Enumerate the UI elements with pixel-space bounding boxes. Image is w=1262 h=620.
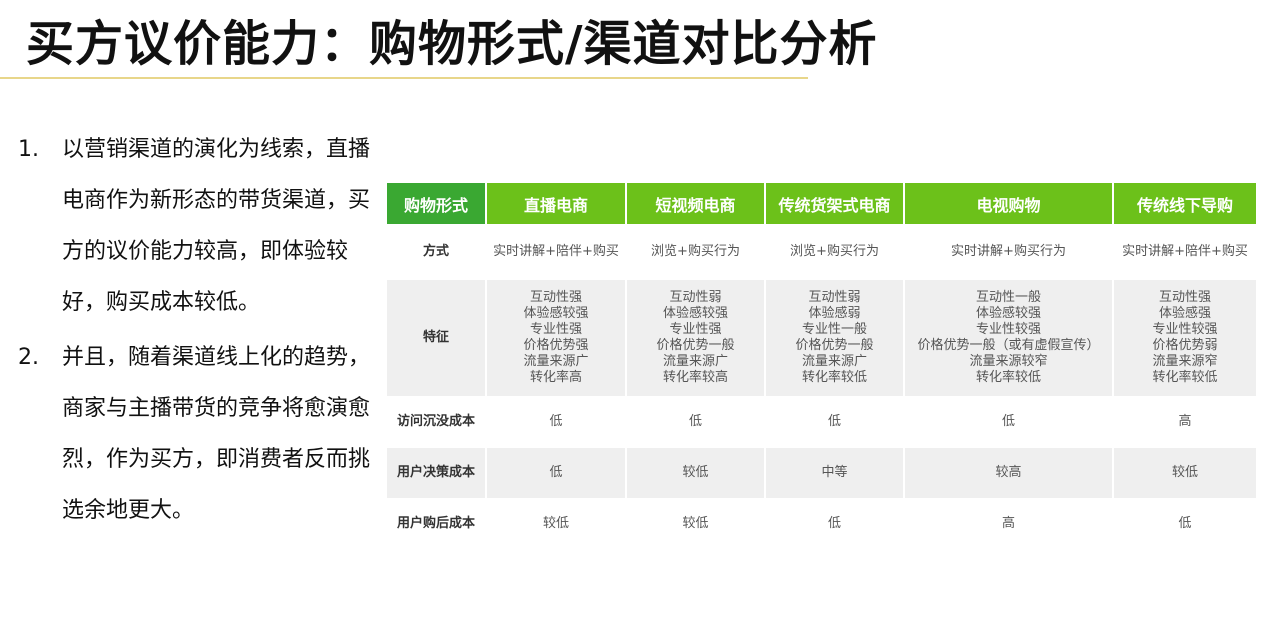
table-row: 特征 互动性强 体验感较强 专业性强 价格优势强 流量来源广 转化率高 互动性弱 体验感较强 专业… [387,280,1258,396]
table-cell: 实时讲解+陪伴+购买 [486,224,627,280]
column-header: 电视购物 [904,183,1114,224]
cell-line: 转化率较低 [1152,370,1218,385]
cell-line: 转化率高 [529,370,582,385]
list-item: 1. 以营销渠道的演化为线索，直播电商作为新形态的带货渠道，买方的议价能力较高，即… [18,124,378,328]
comparison-table: 购物形式 直播电商 短视频电商 传统货架式电商 电视购物 传统线下导购 方式 实时讲解+陪伴… [387,183,1258,550]
table-cell: 低 [626,396,766,448]
table-cell: 浏览+购买行为 [765,224,905,280]
cell-line: 互动性一般 [975,290,1041,305]
table-cell: 互动性一般 体验感较强 专业性较强 价格优势一般（或有虚假宣传） 流量来源较窄 转化率较低 [904,280,1114,396]
cell-line: 转化率较低 [975,370,1041,385]
cell-line: 体验感较强 [975,306,1041,321]
cell-line: 互动性强 [529,290,582,305]
column-header: 传统货架式电商 [765,183,905,224]
page-title: 买方议价能力：购物形式/渠道对比分析 [26,16,878,72]
list-text: 并且，随着渠道线上化的趋势，商家与主播带货的竞争将愈演愈烈，作为买方，即消费者反… [62,345,371,523]
cell-line: 互动性弱 [669,290,722,305]
table-header-row: 购物形式 直播电商 短视频电商 传统货架式电商 电视购物 传统线下导购 [387,183,1258,224]
cell-line: 专业性强 [529,322,582,337]
table-cell: 高 [1113,396,1258,448]
row-header: 用户购后成本 [387,498,487,550]
cell-line: 转化率较高 [662,370,728,385]
row-header: 用户决策成本 [387,448,487,498]
table-cell: 中等 [765,448,905,498]
cell-line: 流量来源广 [801,354,867,369]
table-cell: 互动性强 体验感强 专业性较强 价格优势弱 流量来源窄 转化率较低 [1113,280,1258,396]
table-cell: 低 [765,396,905,448]
table-cell: 实时讲解+购买行为 [904,224,1114,280]
table-cell: 低 [904,396,1114,448]
table-cell: 低 [765,498,905,550]
table-cell: 低 [486,396,627,448]
row-header: 方式 [387,224,487,280]
row-header: 特征 [387,280,487,396]
cell-line: 流量来源较窄 [969,354,1048,369]
table-cell: 较低 [626,448,766,498]
cell-line: 转化率较低 [801,370,867,385]
column-header: 直播电商 [486,183,627,224]
table-cell: 较低 [486,498,627,550]
cell-line: 价格优势一般 [795,338,874,353]
cell-line: 流量来源窄 [1152,354,1218,369]
title-divider [0,77,808,79]
bullet-list: 1. 以营销渠道的演化为线索，直播电商作为新形态的带货渠道，买方的议价能力较高，即… [18,124,378,540]
cell-line: 专业性强 [669,322,722,337]
table-cell: 实时讲解+陪伴+购买 [1113,224,1258,280]
cell-line: 互动性弱 [808,290,861,305]
table-cell: 较高 [904,448,1114,498]
list-number: 2. [18,345,39,370]
cell-line: 专业性较强 [975,322,1041,337]
cell-line: 流量来源广 [523,354,589,369]
table-cell: 较低 [626,498,766,550]
cell-line: 体验感强 [1158,306,1211,321]
cell-line: 专业性较强 [1152,322,1218,337]
cell-line: 体验感较强 [523,306,589,321]
table-row: 方式 实时讲解+陪伴+购买 浏览+购买行为 浏览+购买行为 实时讲解+购买行为 实时讲解+… [387,224,1258,280]
table-cell: 低 [486,448,627,498]
table-cell: 较低 [1113,448,1258,498]
cell-line: 价格优势一般 [656,338,735,353]
cell-line: 体验感较强 [662,306,728,321]
table-row: 用户购后成本 较低 较低低高低 [387,498,1258,550]
table-cell: 浏览+购买行为 [626,224,766,280]
table-row: 访问沉没成本低低低低高 [387,396,1258,448]
cell-line: 价格优势强 [523,338,589,353]
row-header: 访问沉没成本 [387,396,487,448]
table-cell: 互动性强 体验感较强 专业性强 价格优势强 流量来源广 转化率高 [486,280,627,396]
table-cell: 互动性弱 体验感弱 专业性一般 价格优势一般 流量来源广 转化率较低 [765,280,905,396]
table-cell: 低 [1113,498,1258,550]
table-cell: 高 [904,498,1114,550]
list-number: 1. [18,137,39,162]
cell-line: 互动性强 [1158,290,1211,305]
table-cell: 互动性弱 体验感较强 专业性强 价格优势一般 流量来源广 转化率较高 [626,280,766,396]
cell-line: 价格优势弱 [1152,338,1218,353]
list-text: 以营销渠道的演化为线索，直播电商作为新形态的带货渠道，买方的议价能力较高，即体验… [62,137,371,315]
column-header: 短视频电商 [626,183,766,224]
table-row: 用户决策成本低较低 中等 较高 较低 [387,448,1258,498]
cell-line: 体验感弱 [808,306,861,321]
column-header: 购物形式 [387,183,487,224]
cell-line: 专业性一般 [801,322,867,337]
list-item: 2. 并且，随着渠道线上化的趋势，商家与主播带货的竞争将愈演愈烈，作为买方，即消费… [18,332,378,536]
cell-line: 价格优势一般（或有虚假宣传） [917,338,1100,353]
column-header: 传统线下导购 [1113,183,1258,224]
cell-line: 流量来源广 [662,354,728,369]
